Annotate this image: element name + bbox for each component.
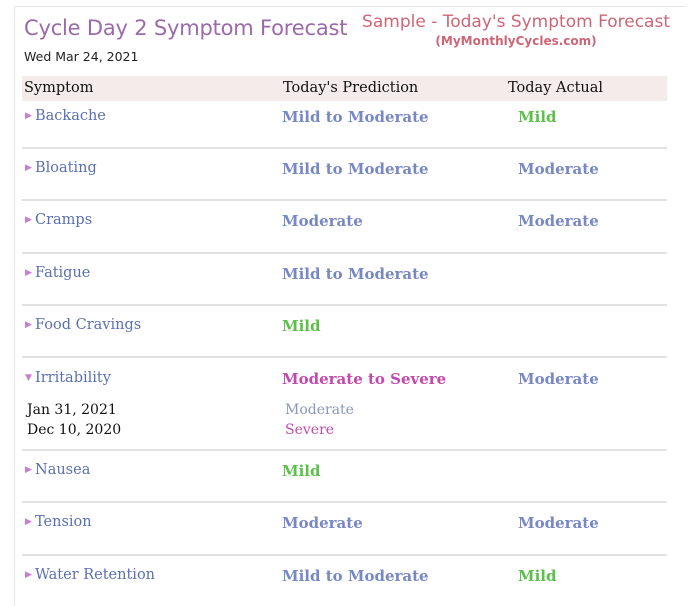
column-header-prediction: Today's Prediction	[283, 80, 419, 96]
actual-value: Mild	[518, 108, 557, 126]
column-header-symptom: Symptom	[24, 80, 94, 96]
sample-site: (MyMonthlyCycles.com)	[435, 34, 597, 48]
actual-value: Moderate	[518, 514, 599, 532]
symptom-label: Bloating	[35, 160, 97, 176]
symptom-label: Food Cravings	[35, 317, 142, 333]
row-divider	[22, 554, 667, 556]
actual-value: Mild	[518, 567, 557, 585]
symptom-label: Nausea	[35, 462, 91, 478]
prediction-value: Moderate	[282, 514, 363, 532]
row-divider	[22, 199, 667, 201]
symptom-link-fatigue[interactable]: ▶ Fatigue	[25, 265, 90, 281]
row-divider	[22, 147, 667, 149]
sample-banner: Sample - Today's Symptom Forecast (MyMon…	[362, 12, 670, 48]
triangle-right-icon: ▶	[25, 517, 32, 527]
triangle-right-icon: ▶	[25, 320, 32, 330]
table-header: Symptom Today's Prediction Today Actual	[22, 76, 667, 101]
row-divider	[22, 356, 667, 358]
actual-value: Moderate	[518, 370, 599, 388]
prediction-value: Mild to Moderate	[282, 108, 429, 126]
symptom-link-tension[interactable]: ▶ Tension	[25, 514, 92, 530]
actual-value: Moderate	[518, 160, 599, 178]
prediction-value: Mild to Moderate	[282, 160, 429, 178]
symptom-link-food-cravings[interactable]: ▶ Food Cravings	[25, 317, 141, 333]
history-date: Jan 31, 2021	[27, 402, 117, 418]
symptom-label: Irritability	[35, 370, 111, 386]
row-divider	[22, 304, 667, 306]
row-divider	[22, 501, 667, 503]
prediction-value: Moderate to Severe	[282, 370, 447, 388]
row-divider	[22, 449, 667, 451]
symptom-label: Fatigue	[35, 265, 91, 281]
symptom-label: Tension	[35, 514, 92, 530]
column-header-actual: Today Actual	[508, 80, 604, 96]
prediction-value: Mild to Moderate	[282, 265, 429, 283]
symptom-link-bloating[interactable]: ▶ Bloating	[25, 160, 97, 176]
row-divider	[22, 252, 667, 254]
symptom-link-backache[interactable]: ▶ Backache	[25, 108, 106, 124]
forecast-date: Wed Mar 24, 2021	[24, 49, 139, 64]
triangle-right-icon: ▶	[25, 268, 32, 278]
actual-value: Moderate	[518, 212, 599, 230]
sample-title: Sample - Today's Symptom Forecast	[362, 12, 670, 32]
triangle-right-icon: ▶	[25, 465, 32, 475]
triangle-right-icon: ▶	[25, 163, 32, 173]
triangle-right-icon: ▶	[25, 570, 32, 580]
triangle-right-icon: ▶	[25, 111, 32, 121]
symptom-link-irritability[interactable]: ▼ Irritability	[25, 370, 111, 386]
triangle-down-icon: ▼	[25, 373, 32, 383]
symptom-label: Water Retention	[35, 567, 156, 583]
symptom-label: Cramps	[35, 212, 93, 228]
prediction-value: Mild	[282, 462, 321, 480]
symptom-link-water-retention[interactable]: ▶ Water Retention	[25, 567, 155, 583]
history-value: Severe	[285, 422, 335, 438]
history-date: Dec 10, 2020	[27, 422, 122, 438]
prediction-value: Moderate	[282, 212, 363, 230]
history-value: Moderate	[285, 402, 354, 418]
page-title: Cycle Day 2 Symptom Forecast	[24, 16, 348, 40]
symptom-label: Backache	[35, 108, 106, 124]
symptom-link-cramps[interactable]: ▶ Cramps	[25, 212, 92, 228]
forecast-panel	[14, 6, 686, 606]
symptom-link-nausea[interactable]: ▶ Nausea	[25, 462, 90, 478]
prediction-value: Mild	[282, 317, 321, 335]
prediction-value: Mild to Moderate	[282, 567, 429, 585]
triangle-right-icon: ▶	[25, 215, 32, 225]
